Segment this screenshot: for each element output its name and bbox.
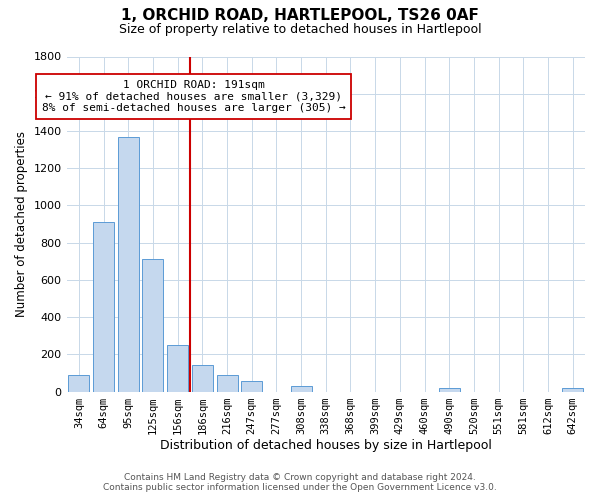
Text: 1, ORCHID ROAD, HARTLEPOOL, TS26 0AF: 1, ORCHID ROAD, HARTLEPOOL, TS26 0AF: [121, 8, 479, 22]
Bar: [217, 375, 238, 392]
Text: Contains HM Land Registry data © Crown copyright and database right 2024.
Contai: Contains HM Land Registry data © Crown c…: [103, 473, 497, 492]
Bar: [167, 345, 188, 392]
X-axis label: Distribution of detached houses by size in Hartlepool: Distribution of detached houses by size …: [160, 440, 492, 452]
Bar: [118, 136, 139, 392]
Bar: [290, 386, 311, 392]
Text: 1 ORCHID ROAD: 191sqm
← 91% of detached houses are smaller (3,329)
8% of semi-de: 1 ORCHID ROAD: 191sqm ← 91% of detached …: [41, 80, 346, 113]
Bar: [562, 388, 583, 392]
Y-axis label: Number of detached properties: Number of detached properties: [15, 131, 28, 317]
Text: Size of property relative to detached houses in Hartlepool: Size of property relative to detached ho…: [119, 22, 481, 36]
Bar: [241, 382, 262, 392]
Bar: [93, 222, 114, 392]
Bar: [68, 375, 89, 392]
Bar: [142, 260, 163, 392]
Bar: [439, 388, 460, 392]
Bar: [192, 364, 213, 392]
